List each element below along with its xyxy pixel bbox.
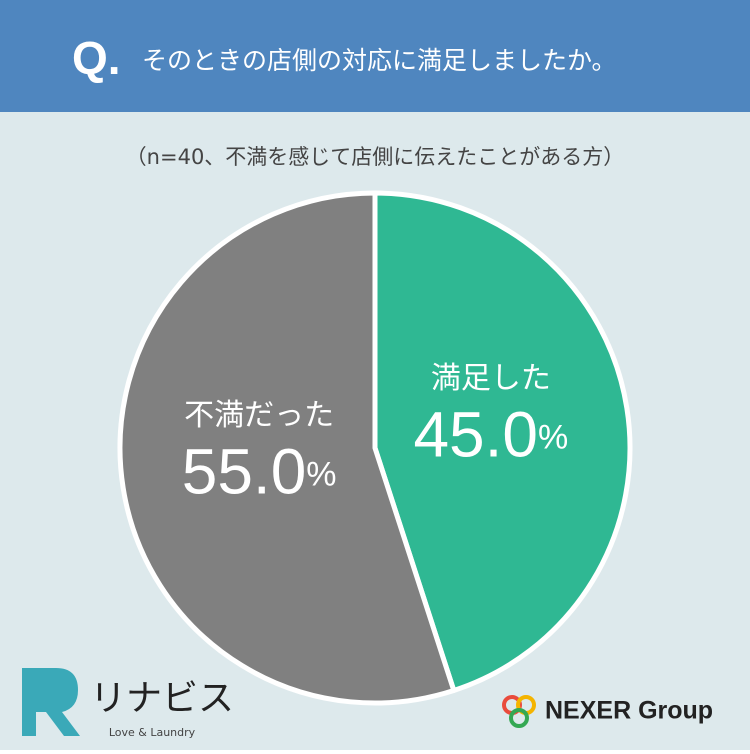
header-band [0, 0, 750, 112]
q-label: Q. [72, 32, 121, 84]
slice-category-label: 不満だった [184, 398, 334, 433]
brand-logo: リナビス Love & Laundry [22, 668, 234, 739]
brand-name: リナビス [90, 678, 234, 719]
chart-subtitle: （n=40、不満を感じて店側に伝えたことがある方） [126, 145, 625, 169]
group-logo: NEXER Group [502, 695, 713, 728]
slice-category-label: 満足した [431, 361, 551, 396]
chart-title: そのときの店側の対応に満足しましたか。 [142, 46, 617, 75]
pie-slice [117, 190, 457, 706]
group-name: NEXER Group [545, 697, 713, 725]
brand-tagline: Love & Laundry [109, 726, 196, 739]
pie-slice [372, 190, 633, 694]
slice-value-label: 45.0% [413, 399, 568, 471]
logo-ring [509, 708, 529, 728]
slice-value-label: 55.0% [182, 435, 337, 507]
brand-mark [22, 668, 80, 736]
